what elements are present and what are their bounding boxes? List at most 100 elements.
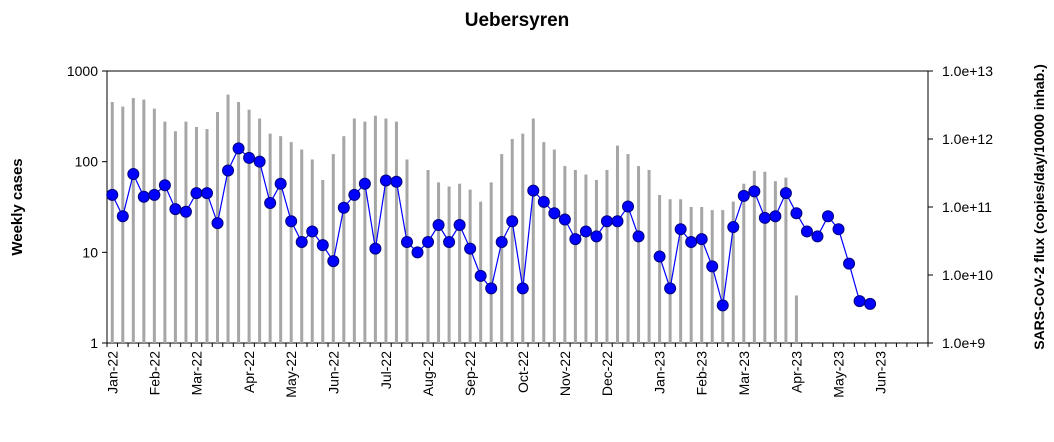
point bbox=[453, 219, 466, 232]
point bbox=[158, 179, 171, 192]
point bbox=[295, 236, 308, 249]
bar bbox=[121, 106, 125, 343]
bar bbox=[542, 142, 546, 343]
point bbox=[464, 242, 477, 255]
point bbox=[864, 297, 877, 310]
bar bbox=[626, 154, 630, 343]
bar bbox=[268, 133, 272, 343]
point bbox=[685, 236, 698, 249]
bar bbox=[721, 210, 725, 343]
x-tick-label: Feb-23 bbox=[694, 351, 710, 396]
bar bbox=[237, 102, 241, 343]
bar bbox=[279, 136, 283, 343]
bar bbox=[152, 108, 156, 343]
bar bbox=[194, 127, 198, 344]
point bbox=[758, 211, 771, 224]
point bbox=[548, 207, 561, 220]
x-tick-label: Jan-23 bbox=[652, 351, 668, 394]
point bbox=[579, 225, 592, 238]
bar bbox=[247, 109, 251, 343]
bar bbox=[689, 207, 693, 343]
bar bbox=[552, 149, 556, 343]
bar bbox=[163, 121, 167, 343]
bar bbox=[321, 179, 325, 343]
point bbox=[169, 203, 182, 216]
bar bbox=[437, 182, 441, 343]
point bbox=[822, 210, 835, 223]
bar bbox=[458, 183, 462, 343]
bar bbox=[489, 182, 493, 343]
x-tick-label: May-23 bbox=[831, 351, 847, 398]
bar bbox=[289, 142, 293, 343]
point bbox=[716, 299, 729, 312]
point bbox=[327, 255, 340, 268]
bar bbox=[773, 181, 777, 343]
bar bbox=[426, 170, 430, 343]
point bbox=[674, 223, 687, 236]
point bbox=[179, 205, 192, 218]
point bbox=[569, 233, 582, 246]
point bbox=[832, 223, 845, 236]
y2-tick-label: 1.0e+11 bbox=[942, 199, 992, 215]
bar bbox=[710, 210, 714, 343]
bar bbox=[205, 129, 209, 343]
point bbox=[600, 215, 613, 228]
point bbox=[316, 239, 329, 252]
bar bbox=[742, 183, 746, 343]
y-tick-label: 100 bbox=[75, 154, 99, 170]
bar bbox=[394, 121, 398, 343]
point bbox=[432, 219, 445, 232]
y-axis-label: Weekly cases bbox=[9, 158, 26, 255]
x-tick-label: Nov-22 bbox=[557, 351, 573, 396]
bar bbox=[310, 159, 314, 343]
point bbox=[253, 155, 266, 168]
point bbox=[400, 236, 413, 249]
x-tick-label: Feb-22 bbox=[146, 351, 162, 396]
point bbox=[358, 177, 371, 190]
bar bbox=[763, 171, 767, 343]
point bbox=[337, 201, 350, 214]
bar bbox=[352, 118, 356, 343]
bar bbox=[752, 170, 756, 343]
point bbox=[537, 195, 550, 208]
point bbox=[622, 200, 635, 213]
point bbox=[664, 282, 677, 295]
x-tick-label: Aug-22 bbox=[420, 351, 436, 396]
y2-tick-label: 1.0e+12 bbox=[942, 131, 993, 147]
bar bbox=[605, 170, 609, 343]
point bbox=[558, 213, 571, 226]
x-tick-label: Jun-22 bbox=[325, 351, 341, 394]
point bbox=[779, 187, 792, 200]
point bbox=[411, 246, 424, 259]
y2-axis-label: SARS-CoV-2 flux (copies/day/10000 inhab.… bbox=[1031, 64, 1047, 350]
x-tick-label: Mar-23 bbox=[736, 351, 752, 396]
point bbox=[843, 257, 856, 270]
point bbox=[706, 260, 719, 273]
point bbox=[306, 225, 319, 238]
point bbox=[264, 197, 277, 210]
y2-tick-label: 1.0e+9 bbox=[942, 335, 985, 351]
y2-tick-label: 1.0e+13 bbox=[942, 63, 993, 79]
point bbox=[274, 177, 287, 190]
bar bbox=[521, 133, 525, 343]
bar bbox=[226, 94, 230, 344]
point bbox=[737, 189, 750, 202]
point bbox=[106, 188, 119, 201]
bar bbox=[384, 118, 388, 343]
bar bbox=[615, 145, 619, 343]
point bbox=[232, 142, 245, 155]
point bbox=[485, 282, 498, 295]
point bbox=[800, 225, 813, 238]
point bbox=[527, 184, 540, 197]
point bbox=[611, 215, 624, 228]
point bbox=[790, 207, 803, 220]
bar bbox=[184, 121, 188, 343]
y-tick-label: 1 bbox=[90, 335, 98, 351]
bar bbox=[173, 131, 177, 343]
point bbox=[390, 175, 403, 188]
bar bbox=[331, 154, 335, 343]
bar bbox=[405, 159, 409, 343]
x-tick-label: Jun-23 bbox=[873, 351, 889, 394]
point bbox=[137, 190, 150, 203]
